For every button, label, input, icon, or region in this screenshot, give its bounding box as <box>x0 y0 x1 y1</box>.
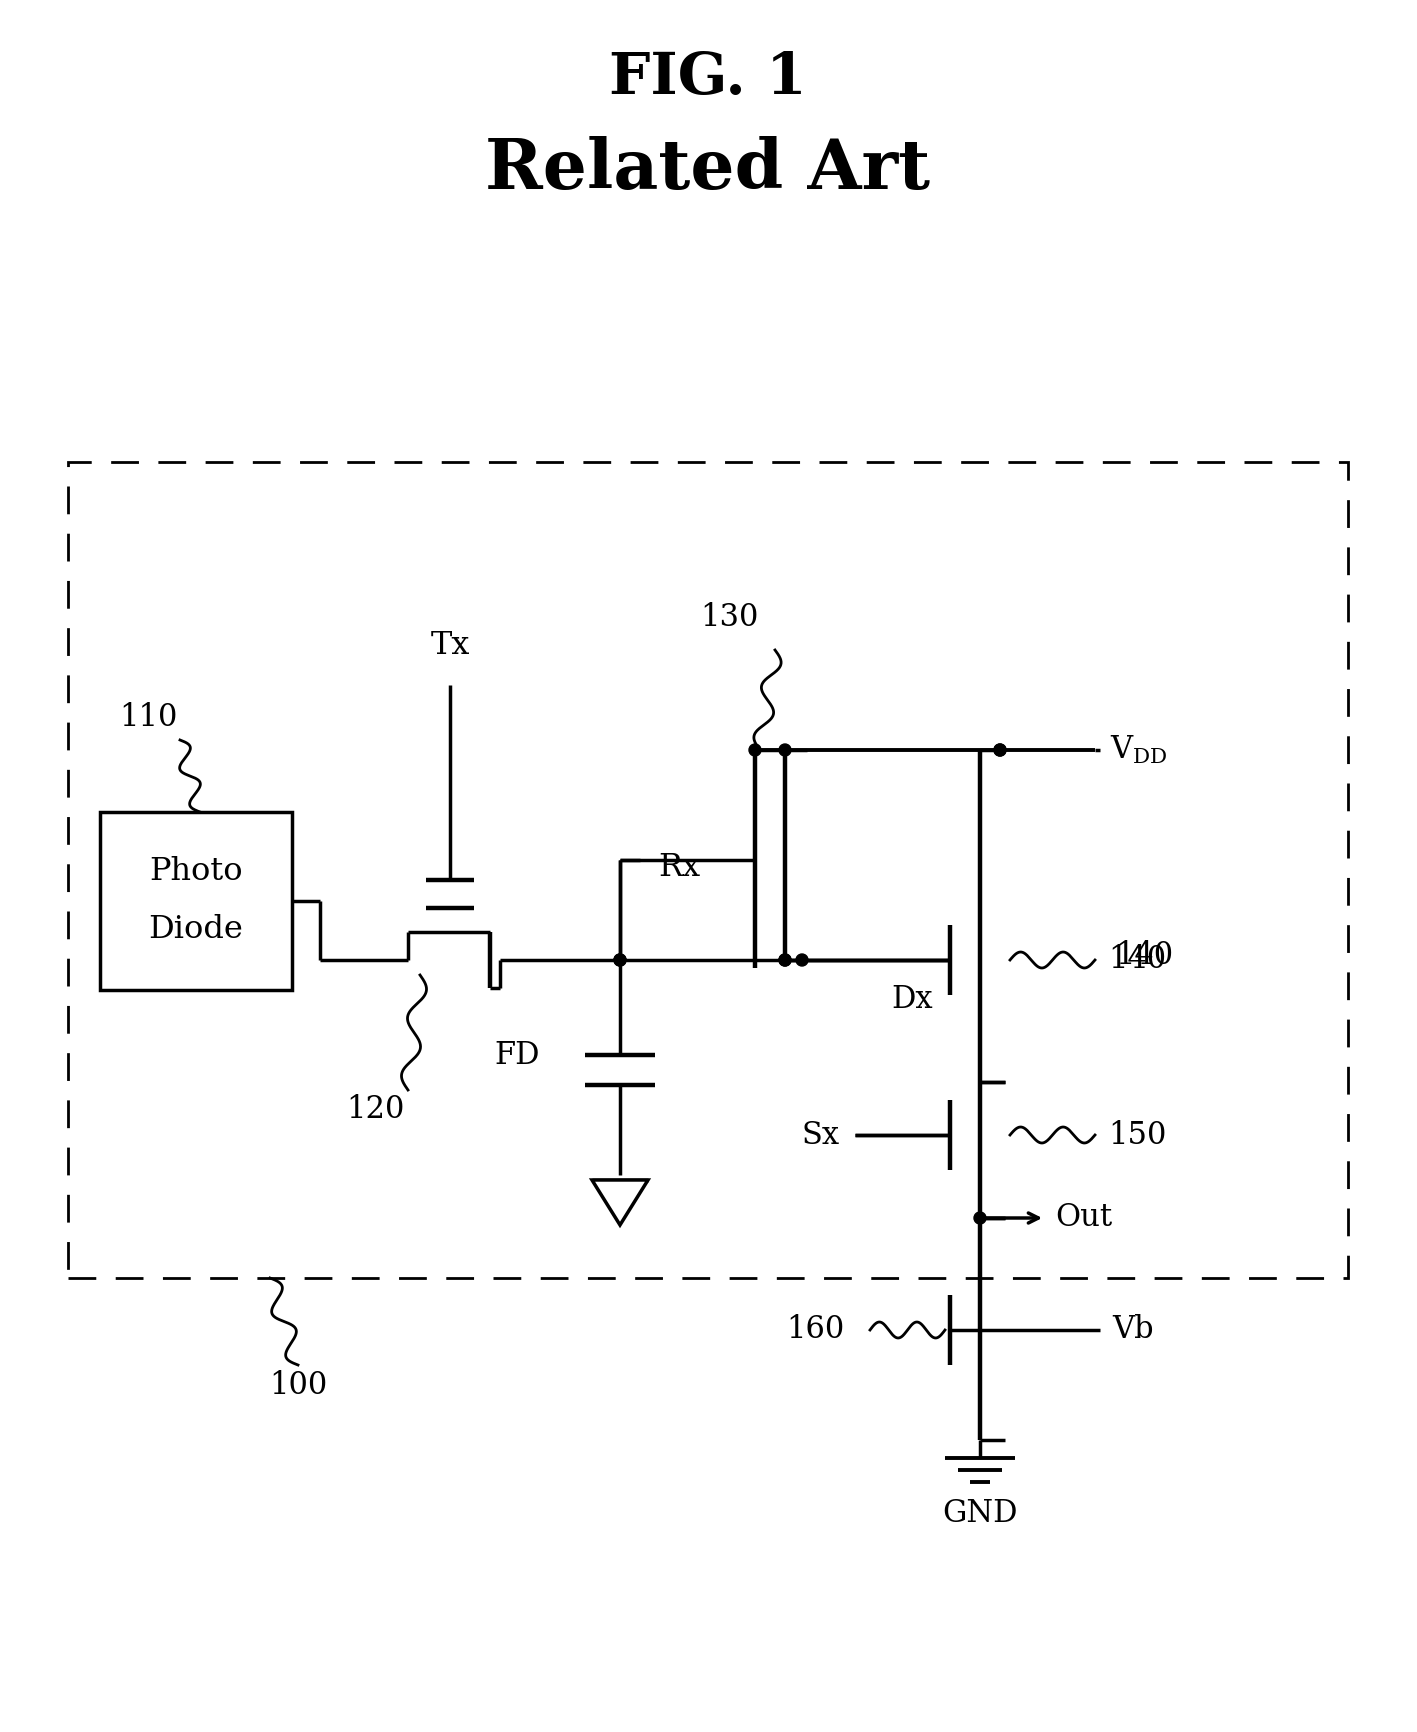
Text: Photo: Photo <box>149 857 242 887</box>
Circle shape <box>750 745 761 755</box>
Text: 150: 150 <box>1108 1119 1166 1150</box>
Text: V$_\mathregular{DD}$: V$_\mathregular{DD}$ <box>1110 734 1168 766</box>
Text: 130: 130 <box>700 603 758 634</box>
Text: Vb: Vb <box>1112 1315 1153 1346</box>
Bar <box>101 812 292 991</box>
Text: 120: 120 <box>346 1095 404 1126</box>
Text: 140: 140 <box>1115 939 1173 970</box>
Circle shape <box>796 954 808 966</box>
Text: Rx: Rx <box>657 852 700 883</box>
Text: Tx: Tx <box>431 629 469 660</box>
Circle shape <box>779 954 791 966</box>
Circle shape <box>993 745 1006 755</box>
Circle shape <box>973 1212 986 1225</box>
Text: 140: 140 <box>1108 944 1166 975</box>
Text: GND: GND <box>942 1498 1017 1529</box>
Text: Related Art: Related Art <box>486 137 931 203</box>
Text: Diode: Diode <box>149 914 244 946</box>
Text: FIG. 1: FIG. 1 <box>609 50 806 106</box>
Text: 160: 160 <box>786 1315 845 1346</box>
Circle shape <box>779 745 791 755</box>
Circle shape <box>614 954 626 966</box>
Polygon shape <box>592 1179 648 1225</box>
Text: 110: 110 <box>119 703 177 733</box>
Text: FD: FD <box>495 1039 540 1070</box>
Text: Dx: Dx <box>891 984 932 1015</box>
Text: Out: Out <box>1056 1202 1112 1233</box>
Circle shape <box>993 745 1006 755</box>
Text: 100: 100 <box>269 1370 327 1401</box>
Text: Sx: Sx <box>802 1119 840 1150</box>
Circle shape <box>614 954 626 966</box>
Circle shape <box>779 954 791 966</box>
